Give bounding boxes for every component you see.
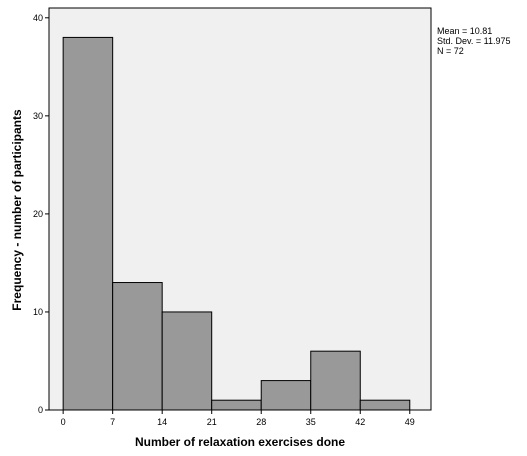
histogram-bars <box>62 36 411 411</box>
stats-mean: Mean = 10.81 <box>437 26 492 36</box>
stats-box: Mean = 10.81 Std. Dev. = 11.975 N = 72 <box>437 26 510 56</box>
histogram-bar-5 <box>310 350 361 411</box>
stats-std-dev: Std. Dev. = 11.975 <box>437 36 510 46</box>
x-tick-label-3: 21 <box>207 417 217 427</box>
y-tick-label-0: 0 <box>38 405 43 415</box>
y-tick-label-1: 10 <box>33 307 43 317</box>
x-tick-label-6: 42 <box>355 417 365 427</box>
y-axis-title: Frequency - number of participants <box>10 109 24 311</box>
x-axis-title: Number of relaxation exercises done <box>135 435 345 449</box>
x-tick-label-5: 35 <box>306 417 316 427</box>
y-tick-label-4: 40 <box>33 13 43 23</box>
y-tick-label-2: 20 <box>33 209 43 219</box>
histogram-bar-0 <box>62 36 114 411</box>
histogram-bar-3 <box>211 399 262 411</box>
histogram-bar-6 <box>359 399 411 411</box>
x-tick-label-1: 7 <box>110 417 115 427</box>
x-tick-label-7: 49 <box>405 417 415 427</box>
x-tick-label-0: 0 <box>61 417 66 427</box>
histogram-bar-1 <box>112 282 163 411</box>
histogram-bar-2 <box>161 311 213 411</box>
x-tick-label-4: 28 <box>256 417 266 427</box>
histogram-bar-4 <box>260 380 312 411</box>
stats-n: N = 72 <box>437 46 464 56</box>
y-tick-label-3: 30 <box>33 111 43 121</box>
y-axis-ticks: 0 10 20 30 40 <box>33 13 49 415</box>
x-tick-label-2: 14 <box>157 417 167 427</box>
x-axis-ticks: 0 7 14 21 28 35 42 49 <box>61 410 415 427</box>
